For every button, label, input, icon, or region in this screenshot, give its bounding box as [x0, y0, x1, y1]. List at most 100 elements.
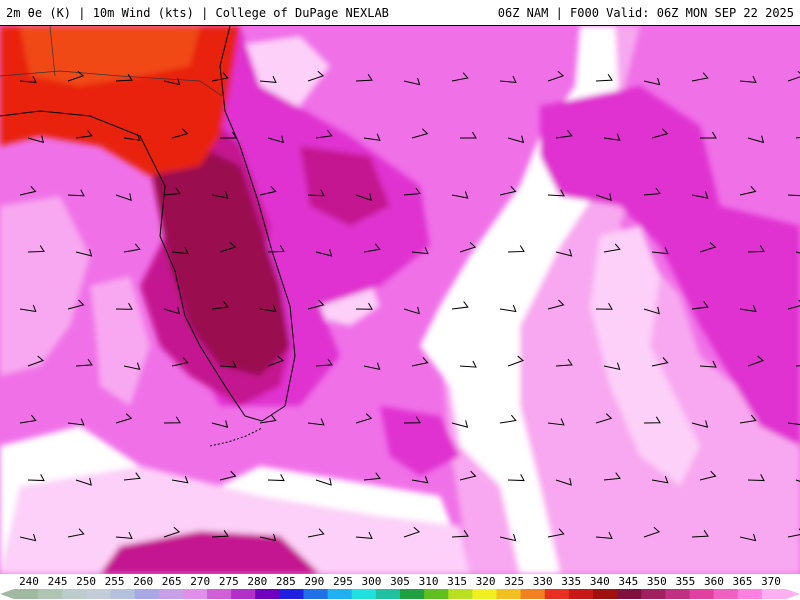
wind-barb — [643, 416, 661, 424]
colorbar-swatch — [158, 589, 184, 599]
wind-barb — [211, 301, 229, 310]
wind-barb — [595, 413, 613, 424]
wind-barb — [171, 128, 189, 139]
wind-barb — [267, 355, 285, 367]
wind-barb — [259, 75, 277, 83]
wind-barb — [403, 416, 421, 424]
wind-barb — [700, 131, 717, 139]
colorbar-swatch — [400, 589, 425, 599]
wind-barb — [363, 243, 381, 253]
wind-barb — [267, 474, 285, 482]
wind-barb — [315, 129, 333, 139]
wind-barb — [460, 131, 477, 139]
wind-barb — [163, 187, 181, 196]
wind-barb — [547, 528, 565, 538]
wind-barb — [19, 304, 37, 313]
wind-barb — [451, 72, 469, 82]
colorbar-tick-335: 335 — [561, 575, 582, 588]
wind-barb — [643, 187, 661, 196]
wind-barb — [691, 420, 709, 428]
wind-barb — [355, 413, 373, 424]
wind-barb — [67, 189, 85, 197]
wind-barb — [115, 74, 133, 82]
wind-barb — [19, 414, 37, 424]
white-band-east — [590, 226, 700, 486]
colorbar-tick-305: 305 — [390, 575, 410, 588]
wind-barb — [27, 474, 45, 482]
wind-barb — [739, 414, 757, 424]
colorbar-tick-365: 365 — [732, 575, 753, 588]
maroon-peninsula — [150, 146, 290, 376]
colorbar-swatch — [568, 589, 594, 599]
wind-barb — [363, 133, 381, 141]
colorbar-swatch — [303, 589, 329, 599]
magenta-east-blob — [540, 86, 800, 446]
wind-barb — [555, 249, 573, 257]
wind-barb — [67, 528, 85, 538]
wind-barb — [459, 242, 477, 253]
colorbar-swatch — [472, 589, 497, 599]
wind-barb — [787, 422, 800, 425]
wind-barb — [259, 304, 277, 313]
colorbar-tick-250: 250 — [76, 575, 96, 588]
colorbar-tick-260: 260 — [133, 575, 154, 588]
wind-barb — [459, 470, 477, 481]
gulf-streak — [90, 276, 150, 406]
wind-barb — [163, 416, 181, 424]
colorbar-tick-245: 245 — [47, 575, 68, 588]
wind-barb — [603, 133, 621, 141]
wind-barb — [555, 477, 572, 486]
state-border-al-ga — [49, 26, 56, 77]
wind-barb — [19, 75, 37, 83]
wind-barb — [643, 526, 661, 538]
colorbar-swatch — [207, 589, 232, 599]
wind-barb — [219, 360, 237, 368]
wind-barb — [739, 533, 757, 542]
wind-barb — [115, 302, 133, 310]
wind-barb — [499, 414, 517, 424]
wind-barb — [403, 306, 420, 315]
wind-barb — [307, 189, 325, 197]
colorbar-swatch — [520, 589, 546, 599]
wind-barb — [651, 247, 669, 255]
wind-barb — [547, 189, 565, 197]
wind-barb — [355, 193, 372, 201]
colorbar-tick-275: 275 — [218, 575, 239, 588]
theta-e-map — [0, 26, 800, 574]
wind-barb — [27, 245, 45, 253]
wind-barb — [411, 476, 429, 484]
wind-barb — [651, 476, 669, 484]
magenta-bahamas — [380, 406, 460, 476]
wind-barb — [307, 299, 325, 310]
colorbar-tick-240: 240 — [19, 575, 39, 588]
colorbar-ticks: 240 245 250 255 260 265 270 275 280 285 290 295 300 3… — [0, 574, 800, 588]
wind-barb — [259, 185, 277, 196]
wind-barb — [123, 472, 141, 481]
wind-barb — [739, 75, 757, 83]
wind-barb — [643, 77, 661, 86]
magenta-south-blob — [100, 531, 320, 574]
wind-barb — [747, 355, 765, 367]
wind-barb — [603, 472, 621, 481]
valid-time-title: 06Z NAM | F000 Valid: 06Z MON SEP 22 202… — [497, 6, 794, 20]
wind-barb — [651, 357, 669, 367]
wind-barb — [451, 191, 469, 199]
colorbar-tick-315: 315 — [447, 575, 467, 588]
wind-barb — [315, 358, 333, 367]
west-gulf-light — [0, 196, 90, 376]
colorbar-swatch — [424, 589, 449, 599]
state-border-ga-fl — [0, 70, 223, 97]
wind-barb — [451, 301, 469, 310]
colorbar-swatch — [134, 589, 160, 599]
wind-barb — [403, 187, 421, 196]
wind-barb — [211, 420, 229, 428]
wind-barb — [595, 302, 613, 310]
wind-barb — [220, 131, 237, 139]
wind-barb — [27, 135, 45, 144]
wind-barbs — [19, 70, 800, 542]
colorbar-swatch — [255, 589, 280, 599]
wind-barb — [115, 413, 133, 424]
wind-barb — [499, 75, 517, 83]
wind-barb — [75, 477, 92, 486]
wind-barb — [211, 72, 229, 82]
